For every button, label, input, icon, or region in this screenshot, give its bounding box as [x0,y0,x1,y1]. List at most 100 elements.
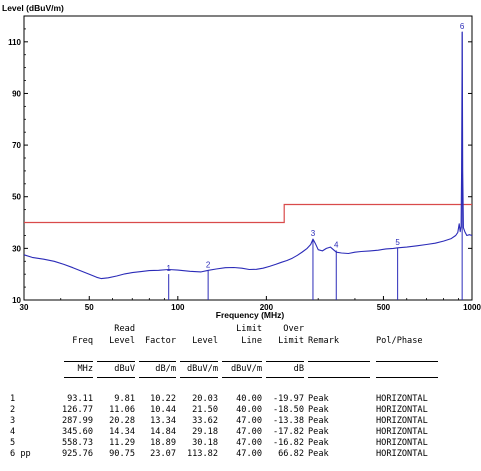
unit-freq: MHz [77,364,93,374]
unit-limit-line: dBuV/m [230,364,262,374]
read-level-cell: 20.28 [109,416,135,426]
marker-label: 5 [395,238,400,247]
read-level-cell: 9.81 [114,394,135,404]
remark-cell: Peak [308,416,329,426]
table-row: 6 pp 925.76 90.75 23.07 113.82 47.00 66.… [0,449,481,460]
read-level-cell: 14.34 [109,427,135,437]
header-underline [308,361,370,362]
factor-cell: 18.89 [150,438,176,448]
units-underline [376,377,438,378]
units-underline [308,377,370,378]
header-underline [139,361,176,362]
marker-label: 3 [311,229,316,238]
x-tick-label: 1000 [463,303,481,312]
marker-label: 2 [206,260,211,269]
table-row: 4 345.60 14.34 14.84 29.18 47.00 -17.82 … [0,427,481,438]
limit-line-cell: 47.00 [236,416,262,426]
read-level-cell: 11.29 [109,438,135,448]
header-read-top: Read [114,324,135,334]
over-limit-cell: -19.97 [272,394,304,404]
y-tick-label: 70 [12,141,21,150]
level-cell: 21.50 [192,405,218,415]
header-underline [266,361,304,362]
limit-line-cell: 47.00 [236,449,262,459]
header-limit-top: Limit [236,324,262,334]
read-level-cell: 90.75 [109,449,135,459]
remark-cell: Peak [308,438,329,448]
table-header-row-2: Freq Level Factor Level Line Limit Remar… [0,336,481,347]
header-over-limit: Limit [278,336,304,346]
limit-line [24,203,472,224]
read-level-cell: 11.06 [109,405,135,415]
table-row: 2 126.77 11.06 10.44 21.50 40.00 -18.50 … [0,405,481,416]
header-underline [376,361,438,362]
header-freq: Freq [72,336,93,346]
pol-phase-cell: HORIZONTAL [376,427,428,437]
limit-line-cell: 47.00 [236,438,262,448]
remark-cell: Peak [308,394,329,404]
row-number: 6 pp [10,449,31,459]
freq-cell: 126.77 [61,405,93,415]
x-tick-label: 30 [20,303,29,312]
pol-phase-cell: HORIZONTAL [376,394,428,404]
row-number: 2 [10,405,16,415]
units-underline [97,377,135,378]
x-axis-label: Frequency (MHz) [216,310,285,320]
units-underline [222,377,262,378]
unit-factor: dB/m [155,364,176,374]
header-underline [180,361,218,362]
y-axis-label: Level (dBuV/m) [2,3,64,13]
level-cell: 20.03 [192,394,218,404]
level-cell: 113.82 [186,449,218,459]
emission-chart: Level (dBuV/m) Frequency (MHz) 103050709… [2,3,481,320]
table-units-row: MHz dBuV dB/m dBuV/m dBuV/m dB [0,364,481,375]
units-underline [64,377,93,378]
units-underline [139,377,176,378]
freq-cell: 93.11 [67,394,93,404]
header-read-level: Level [109,336,135,346]
limit-line-cell: 47.00 [236,427,262,437]
units-underline [180,377,218,378]
unit-over-limit: dB [293,364,304,374]
units-underline [266,377,304,378]
pol-phase-cell: HORIZONTAL [376,438,428,448]
factor-cell: 10.44 [150,405,176,415]
header-over-top: Over [283,324,304,334]
x-tick-label: 500 [377,303,391,312]
row-number: 4 [10,427,16,437]
factor-cell: 23.07 [150,449,176,459]
y-tick-label: 10 [12,296,21,305]
over-limit-cell: -18.50 [272,405,304,415]
pol-phase-cell: HORIZONTAL [376,449,428,459]
over-limit-cell: -13.38 [272,416,304,426]
x-tick-label: 50 [85,303,94,312]
factor-cell: 10.22 [150,394,176,404]
level-cell: 33.62 [192,416,218,426]
over-limit-cell: 66.82 [278,449,304,459]
marker-label: 4 [334,240,339,249]
header-underline [64,361,93,362]
table-header-row-1: Read Limit Over [0,324,481,335]
limit-line-cell: 40.00 [236,405,262,415]
pol-phase-cell: HORIZONTAL [376,416,428,426]
x-tick-label: 200 [260,303,274,312]
y-tick-label: 50 [12,193,21,202]
x-tick-label: 100 [171,303,185,312]
remark-cell: Peak [308,405,329,415]
header-pol-phase: Pol/Phase [376,336,423,346]
level-cell: 29.18 [192,427,218,437]
freq-cell: 345.60 [61,427,93,437]
unit-level: dBuV/m [186,364,218,374]
freq-cell: 558.73 [61,438,93,448]
y-tick-label: 30 [12,244,21,253]
pol-phase-cell: HORIZONTAL [376,405,428,415]
y-tick-label: 90 [12,89,21,98]
plot-frame [23,15,473,301]
remark-cell: Peak [308,449,329,459]
header-factor: Factor [144,336,176,346]
level-cell: 30.18 [192,438,218,448]
marker-label: 1 [166,264,171,273]
header-remark: Remark [308,336,340,346]
table-row: 1 93.11 9.81 10.22 20.03 40.00 -19.97 Pe… [0,394,481,405]
y-tick-label: 110 [8,38,21,47]
